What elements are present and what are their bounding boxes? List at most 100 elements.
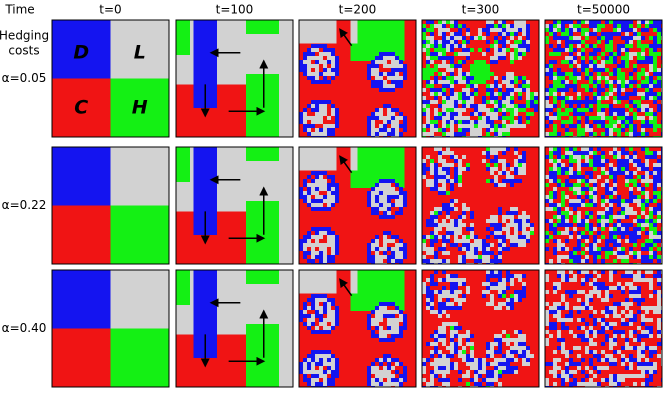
region [450,147,454,151]
region [311,298,315,302]
region [454,199,458,203]
region [601,243,605,247]
region [510,100,514,104]
region [391,370,395,374]
region [597,235,601,239]
region [434,48,438,52]
region [617,151,621,155]
region [633,44,637,48]
region [605,100,609,104]
region [557,278,561,282]
region [573,286,577,290]
region [657,191,661,195]
region [442,191,446,195]
region [621,48,625,52]
region [613,151,617,155]
region [557,171,561,175]
region [557,306,561,310]
region [653,112,657,116]
region [585,286,589,290]
region [585,28,589,32]
region [498,84,502,88]
region [526,227,530,231]
region [581,44,585,48]
region [629,24,633,28]
region [553,235,557,239]
snapshot-panel [545,20,662,137]
region [569,32,573,36]
region [506,278,510,282]
region [514,92,518,96]
region [549,227,553,231]
region [299,68,303,72]
region [375,318,379,322]
region [303,68,307,72]
region [323,231,327,235]
region [315,314,319,318]
region [581,52,585,56]
region [577,203,581,207]
region [319,76,323,80]
region [561,36,565,40]
region [498,116,502,120]
region [641,282,645,286]
region [470,338,474,342]
region [434,247,438,251]
region [601,60,605,64]
region [434,350,438,354]
region [395,243,399,247]
region [585,72,589,76]
region [458,282,462,286]
region [553,96,557,100]
region [323,191,327,195]
region [557,64,561,68]
region [593,175,597,179]
region [565,155,569,159]
region [502,163,506,167]
region [565,219,569,223]
region [565,64,569,68]
region [482,72,486,76]
region [442,92,446,96]
region [629,290,633,294]
region [470,112,474,116]
region [581,60,585,64]
region [371,191,375,195]
region [442,167,446,171]
region [645,310,649,314]
region [581,155,585,159]
region [514,239,518,243]
region [613,239,617,243]
region [649,167,653,171]
region [323,227,327,231]
region [545,203,549,207]
region [454,24,458,28]
region [573,72,577,76]
snapshot-panel [176,147,293,264]
region [458,36,462,40]
region [605,223,609,227]
region [315,80,319,84]
region [478,76,482,80]
region [573,40,577,44]
region [522,104,526,108]
region [621,112,625,116]
region [490,358,494,362]
region [514,32,518,36]
region [633,294,637,298]
region [545,100,549,104]
region [645,32,649,36]
region [375,76,379,80]
region [645,72,649,76]
region [657,64,661,68]
region [629,227,633,231]
region [387,60,391,64]
region [470,40,474,44]
region [506,227,510,231]
region [514,298,518,302]
region [299,247,303,251]
region [573,56,577,60]
region [498,294,502,298]
region [446,20,450,24]
region [311,199,315,203]
